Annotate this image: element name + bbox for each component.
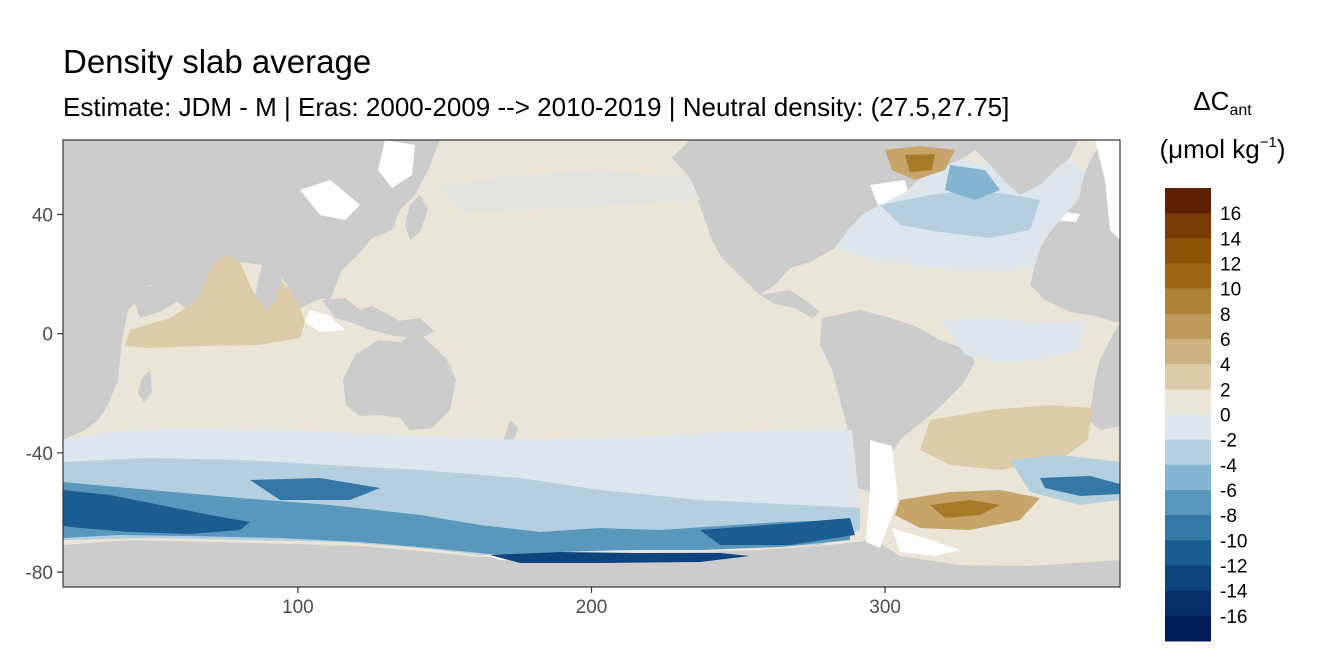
x-tick-label: 200 xyxy=(576,597,608,618)
chart-subtitle: Estimate: JDM - M | Eras: 2000-2009 --> … xyxy=(63,92,1010,122)
no-data-indonesia-shelf xyxy=(305,310,345,332)
legend-swatch xyxy=(1165,490,1211,516)
legend-label: 2 xyxy=(1220,380,1231,401)
legend-colorbar xyxy=(1165,188,1211,642)
legend-swatch xyxy=(1165,464,1211,491)
southern-ocean-strong xyxy=(63,482,850,555)
land-north-america xyxy=(672,140,990,295)
south-atlantic-positive xyxy=(920,405,1092,470)
land-layer xyxy=(63,140,1120,587)
legend-swatch xyxy=(1165,615,1211,642)
southern-ocean-patch-mid xyxy=(250,478,380,500)
legend-label: 14 xyxy=(1220,229,1242,250)
land-japan xyxy=(405,195,428,240)
land-greenland xyxy=(965,140,1078,195)
land-africa-south xyxy=(1088,322,1120,430)
land-south-america xyxy=(820,310,975,492)
legend-swatch xyxy=(1165,188,1211,214)
no-data-antarctic-peninsula xyxy=(892,528,960,556)
y-tick-label: -80 xyxy=(26,563,53,584)
legend-label: -14 xyxy=(1220,582,1248,603)
legend-unit-suffix: ) xyxy=(1276,134,1286,164)
legend-label: -10 xyxy=(1220,531,1247,552)
legend-label: -16 xyxy=(1220,607,1247,628)
legend-swatch xyxy=(1165,389,1211,415)
southern-ocean-deep-east xyxy=(700,518,855,545)
legend-swatch xyxy=(1165,565,1211,592)
north-atlantic-negative xyxy=(880,190,1040,238)
legend-label: 16 xyxy=(1220,204,1241,225)
legend-label: 10 xyxy=(1220,280,1241,301)
no-data-arctic-asia xyxy=(300,180,360,220)
land-antarctica xyxy=(63,540,1120,587)
no-data-okhotsk xyxy=(378,140,415,188)
south-atlantic-strong-negative xyxy=(1040,476,1120,496)
land-arabia xyxy=(130,282,180,318)
y-tick-label: 40 xyxy=(32,206,53,227)
legend-unit-superscript: −1 xyxy=(1259,134,1277,151)
legend-swatch xyxy=(1165,213,1211,239)
legend-swatch xyxy=(1165,540,1211,566)
nordic-core-positive xyxy=(905,154,935,172)
no-data-hudson xyxy=(1095,140,1120,240)
legend-label: 6 xyxy=(1220,330,1231,351)
x-tick-label: 100 xyxy=(282,597,314,618)
legend-swatch xyxy=(1165,515,1211,541)
land-new-guinea xyxy=(390,318,435,340)
land-central-america xyxy=(760,290,820,318)
legend-label: -2 xyxy=(1220,431,1237,452)
y-tick-label: -40 xyxy=(26,444,53,465)
legend-swatch xyxy=(1165,238,1211,264)
legend-label: 0 xyxy=(1220,406,1231,427)
chart-title: Density slab average xyxy=(63,43,372,80)
legend-swatch xyxy=(1165,313,1211,340)
legend-swatch xyxy=(1165,263,1211,290)
legend-swatch xyxy=(1165,414,1211,441)
legend-swatch xyxy=(1165,590,1211,617)
y-tick-label: 0 xyxy=(42,325,53,346)
land-madagascar xyxy=(138,370,152,402)
x-axis: 100 200 300 xyxy=(282,587,901,618)
land-europe-africa-east xyxy=(1030,140,1120,322)
legend-title-symbol: ΔCant xyxy=(1150,86,1295,120)
indian-ocean-positive xyxy=(125,255,305,348)
no-data-weddell-edge xyxy=(866,440,898,548)
legend-label: -8 xyxy=(1220,506,1237,527)
southern-ocean-deep-west xyxy=(63,490,250,534)
legend-label: 12 xyxy=(1220,255,1241,276)
x-tick-label: 300 xyxy=(869,597,901,618)
legend-label: -4 xyxy=(1220,456,1237,477)
south-atlantic-core-positive xyxy=(930,500,1000,518)
land-indonesia xyxy=(322,298,410,336)
legend-swatch xyxy=(1165,288,1211,315)
tropical-atlantic-light-negative xyxy=(940,318,1085,362)
legend-label: 8 xyxy=(1220,305,1231,326)
legend-unit-prefix: (μmol kg xyxy=(1159,134,1260,164)
legend-swatch xyxy=(1165,339,1211,365)
map-panel xyxy=(63,140,1120,587)
labrador-strong-negative xyxy=(945,165,1000,200)
land-australia xyxy=(343,332,456,430)
legend-label: 4 xyxy=(1220,355,1231,376)
legend-symbol-subscript: ant xyxy=(1229,102,1252,119)
southern-ocean-deep-ross xyxy=(490,552,750,563)
legend-labels: 16 14 12 10 8 6 4 2 0 -2 -4 -6 -8 -10 -12 -14 -16 xyxy=(1220,204,1248,628)
legend-swatch xyxy=(1165,439,1211,466)
data-layer xyxy=(63,146,1120,563)
legend-swatch xyxy=(1165,364,1211,390)
legend-symbol: ΔC xyxy=(1193,86,1230,116)
land-india xyxy=(255,262,282,310)
legend-label: -6 xyxy=(1220,481,1237,502)
north-pacific-light xyxy=(440,170,700,212)
y-axis: 40 0 -40 -80 xyxy=(26,206,63,584)
legend-title-unit: (μmol kg−1) xyxy=(1150,134,1295,165)
legend-label: -12 xyxy=(1220,557,1247,578)
